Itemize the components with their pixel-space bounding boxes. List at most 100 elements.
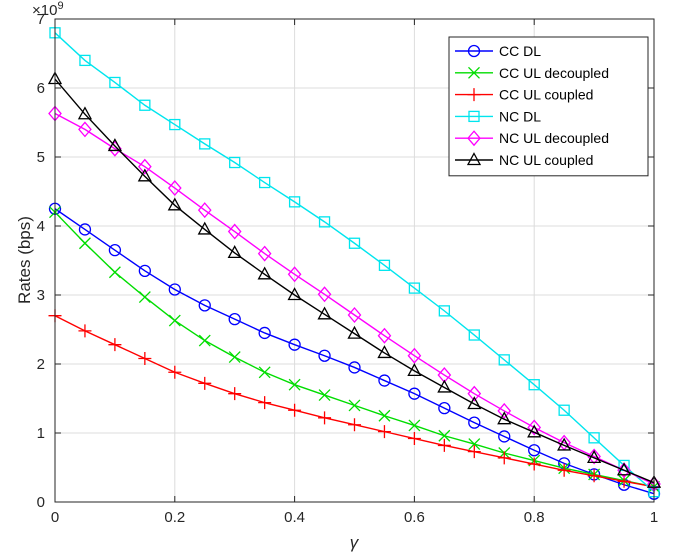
legend-item: CC DL [455, 43, 541, 59]
data-point [258, 176, 271, 189]
legend-label: NC UL coupled [499, 152, 593, 168]
data-point [437, 438, 451, 452]
data-point [588, 432, 600, 444]
data-point [109, 76, 121, 89]
data-point [139, 99, 151, 111]
data-point [407, 432, 421, 446]
legend-label: NC UL decoupled [499, 130, 609, 146]
x-tick-label: 0.4 [284, 509, 305, 526]
legend: CC DL CC UL decoupled CC UL coupled NC DL NC… [448, 36, 649, 177]
y-tick-label: 0 [37, 494, 45, 511]
axis-ticks: 0 0.2 0.4 0.6 0.8 1 0 1 2 3 4 5 6 7 [37, 11, 659, 526]
data-point [198, 376, 212, 390]
data-point [228, 387, 242, 401]
data-point [528, 379, 540, 391]
series-3 [49, 27, 660, 498]
y-multiplier-exponent: 9 [57, 0, 63, 12]
data-point [258, 326, 271, 340]
plot-frame [54, 18, 655, 503]
data-point [557, 437, 572, 451]
data-point [558, 404, 570, 416]
data-point [227, 245, 242, 259]
data-point [587, 449, 602, 463]
legend-label: CC DL [499, 43, 541, 59]
series-line [54, 32, 655, 493]
data-point [168, 283, 181, 296]
data-point [498, 354, 510, 366]
data-point [288, 196, 301, 208]
data-point [77, 106, 93, 120]
legend-box [448, 36, 649, 177]
data-point [467, 396, 482, 410]
y-tick-label: 2 [37, 356, 45, 373]
data-point [108, 243, 122, 257]
x-axis-label: γ [350, 533, 360, 552]
data-point [197, 221, 212, 235]
data-point [258, 366, 271, 379]
data-point [587, 448, 601, 465]
data-point [378, 409, 391, 422]
data-point [497, 402, 512, 419]
data-point [347, 307, 362, 324]
data-point [137, 158, 152, 175]
data-point [408, 282, 421, 294]
x-tick-label: 0.8 [524, 509, 545, 526]
data-point [318, 411, 332, 425]
data-point [138, 351, 152, 365]
data-point [498, 430, 511, 443]
legend-item: NC UL coupled [455, 152, 593, 168]
data-point [197, 202, 212, 219]
legend-item: CC UL coupled [455, 87, 593, 103]
data-point [437, 379, 452, 393]
legend-marker [468, 110, 480, 123]
legend-label: CC UL decoupled [499, 65, 609, 81]
data-point [527, 419, 542, 436]
data-point [258, 396, 272, 410]
data-point [407, 347, 422, 364]
data-point [287, 287, 302, 301]
data-point [438, 402, 451, 415]
y-multiplier-base: ×10 [32, 2, 57, 19]
data-point [497, 451, 511, 465]
legend-marker [467, 44, 481, 58]
data-point [107, 138, 122, 152]
y-tick-label: 4 [37, 218, 45, 235]
legend-item: NC UL decoupled [455, 130, 609, 146]
data-point [408, 387, 421, 400]
legend-label: NC DL [499, 108, 541, 124]
y-tick-label: 5 [37, 149, 45, 166]
data-point [407, 363, 422, 377]
data-point [199, 138, 211, 150]
series-line [54, 208, 655, 495]
data-point [288, 378, 301, 391]
data-point [438, 429, 451, 442]
data-point [318, 389, 331, 402]
data-point [198, 334, 211, 347]
legend-label: CC UL coupled [499, 87, 593, 103]
x-tick-label: 1 [650, 509, 658, 526]
data-point [348, 399, 361, 412]
data-point [497, 411, 512, 425]
data-point [167, 180, 182, 197]
data-point [227, 223, 242, 240]
data-point [587, 469, 601, 483]
data-point [528, 444, 541, 457]
x-tick-label: 0.2 [164, 509, 185, 526]
data-point [137, 168, 152, 182]
y-tick-label: 1 [37, 425, 45, 442]
data-point [468, 329, 480, 341]
legend-marker [467, 88, 481, 102]
data-point [198, 299, 211, 312]
data-point [257, 245, 272, 262]
data-point [468, 438, 481, 450]
legend-item: NC DL [455, 108, 541, 124]
data-point [378, 374, 391, 387]
y-multiplier: ×109 [32, 0, 64, 19]
data-point [348, 361, 361, 374]
data-point [318, 349, 331, 362]
data-point [78, 324, 92, 338]
data-point [138, 291, 151, 304]
data-point [317, 286, 332, 303]
series-layer [47, 27, 662, 500]
x-tick-label: 0 [51, 509, 59, 526]
